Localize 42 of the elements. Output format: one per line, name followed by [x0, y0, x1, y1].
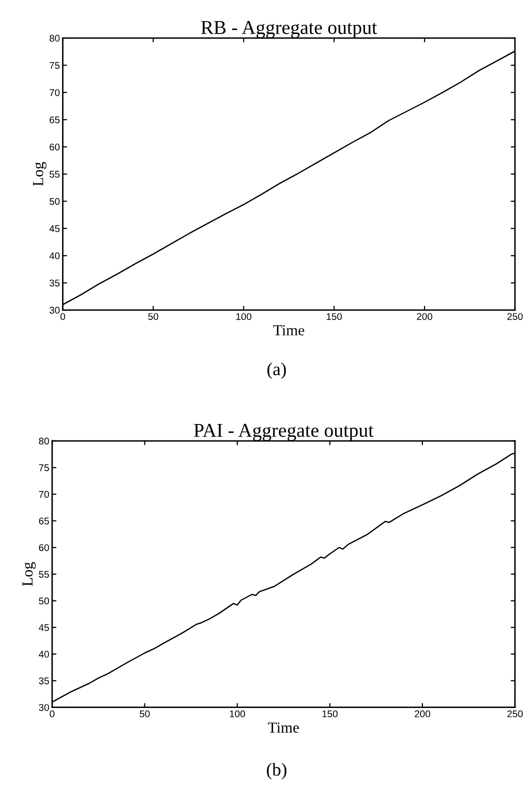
y-tick-label: 55: [50, 170, 60, 178]
x-tick-label: 150: [322, 710, 338, 718]
y-tick-label: 45: [49, 225, 60, 232]
text: (b): [266, 763, 286, 780]
y-tick-label: 60: [39, 544, 49, 552]
y-tick-label: 70: [39, 490, 49, 498]
y-tick-label: 30: [50, 306, 60, 314]
x-tick-label: 150: [326, 313, 342, 320]
chart-title: RB - Aggregate output: [201, 21, 378, 38]
y-tick-label: 50: [50, 198, 60, 205]
y-tick-label: 50: [38, 598, 49, 604]
chart-title: PAI - Aggregate output: [194, 424, 374, 441]
y-tick-label: 55: [38, 570, 49, 578]
y-tick-label: 35: [38, 677, 49, 684]
y-axis-title: Log: [33, 162, 46, 186]
y-tick-label: 40: [49, 252, 60, 260]
x-tick-label: 100: [230, 710, 246, 718]
y-tick-label: 65: [50, 116, 60, 124]
x-tick-label: 50: [140, 710, 150, 718]
x-tick-label: 250: [507, 710, 523, 718]
y-tick-label: 35: [50, 280, 60, 286]
y-tick-label: 65: [39, 518, 49, 524]
x-tick-label: 0: [50, 710, 54, 718]
y-tick-label: 60: [50, 144, 60, 150]
y-tick-label: 30: [38, 704, 49, 711]
y-tick-label: 75: [50, 62, 60, 69]
y-axis-title: Log: [22, 562, 36, 586]
y-tick-label: 45: [38, 624, 49, 632]
x-tick-label: 0: [60, 313, 66, 320]
x-tick-label: 250: [507, 313, 523, 320]
x-tick-label: 200: [416, 313, 432, 320]
x-axis-title: Time: [268, 722, 299, 733]
y-tick-label: 80: [50, 34, 60, 42]
y-tick-label: 75: [39, 464, 49, 472]
y-tick-label: 70: [50, 89, 60, 96]
text: (a): [267, 362, 286, 379]
y-tick-label: 40: [38, 650, 49, 658]
x-tick-label: 50: [148, 313, 158, 320]
y-tick-label: 80: [38, 438, 49, 445]
x-tick-label: 200: [414, 710, 430, 718]
x-tick-label: 100: [236, 313, 252, 320]
x-axis-title: Time: [273, 325, 304, 336]
